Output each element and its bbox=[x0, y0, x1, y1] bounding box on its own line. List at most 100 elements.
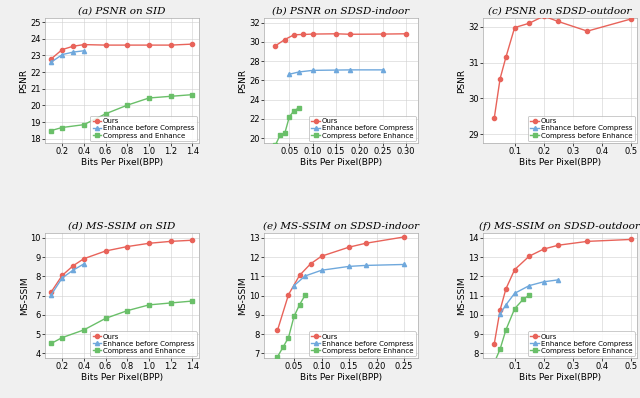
Line: Ours: Ours bbox=[49, 42, 195, 61]
Ours bbox=[47, 57, 55, 61]
Enhance before Compress bbox=[47, 60, 55, 64]
Enhance before Compress bbox=[511, 220, 518, 225]
Compress and Enhance bbox=[189, 298, 196, 303]
Enhance before Compress bbox=[80, 261, 88, 266]
Ours bbox=[379, 32, 387, 37]
Line: Enhance before Compress: Enhance before Compress bbox=[49, 49, 86, 64]
Compress before Enhance bbox=[525, 259, 533, 264]
Line: Compress before Enhance: Compress before Enhance bbox=[492, 293, 531, 365]
Ours bbox=[145, 43, 153, 47]
Line: Enhance before Compress: Enhance before Compress bbox=[292, 262, 406, 288]
X-axis label: Bits Per Pixel(BPP): Bits Per Pixel(BPP) bbox=[81, 373, 163, 382]
Line: Ours: Ours bbox=[275, 235, 406, 332]
Ours bbox=[403, 31, 410, 36]
Compress before Enhance bbox=[296, 302, 303, 307]
Ours bbox=[540, 14, 548, 19]
Line: Compress and Enhance: Compress and Enhance bbox=[49, 299, 195, 345]
Ours bbox=[540, 247, 548, 252]
Title: (d) MS-SSIM on SID: (d) MS-SSIM on SID bbox=[68, 222, 175, 231]
Ours bbox=[490, 115, 498, 120]
Ours bbox=[554, 243, 562, 248]
Line: Compress before Enhance: Compress before Enhance bbox=[273, 106, 301, 147]
Y-axis label: PSNR: PSNR bbox=[458, 68, 467, 92]
Line: Ours: Ours bbox=[273, 32, 408, 48]
Compress before Enhance bbox=[271, 142, 279, 147]
Enhance before Compress bbox=[69, 50, 77, 55]
Enhance before Compress bbox=[525, 219, 533, 223]
Legend: Ours, Enhance before Compress, Compress before Enhance: Ours, Enhance before Compress, Compress … bbox=[528, 116, 635, 141]
Ours bbox=[58, 273, 66, 278]
Ours bbox=[58, 47, 66, 52]
Compress before Enhance bbox=[274, 355, 282, 359]
Enhance before Compress bbox=[346, 68, 354, 72]
Compress before Enhance bbox=[502, 274, 509, 279]
Compress and Enhance bbox=[102, 316, 109, 321]
Ours bbox=[490, 341, 498, 346]
Compress and Enhance bbox=[80, 122, 88, 127]
Enhance before Compress bbox=[400, 262, 408, 267]
Compress and Enhance bbox=[124, 103, 131, 107]
Enhance before Compress bbox=[502, 302, 509, 307]
Ours bbox=[525, 254, 533, 259]
Ours bbox=[362, 241, 369, 246]
Ours bbox=[511, 267, 518, 272]
Compress before Enhance bbox=[281, 131, 289, 136]
Legend: Ours, Enhance before Compress, Compress before Enhance: Ours, Enhance before Compress, Compress … bbox=[309, 116, 416, 141]
Ours bbox=[47, 289, 55, 294]
Compress before Enhance bbox=[285, 114, 293, 119]
Enhance before Compress bbox=[502, 225, 509, 230]
Compress before Enhance bbox=[502, 328, 509, 332]
Enhance before Compress bbox=[285, 72, 293, 76]
Enhance before Compress bbox=[317, 268, 325, 273]
Legend: Ours, Enhance before Compress, Compress and Enhance: Ours, Enhance before Compress, Compress … bbox=[90, 116, 197, 141]
Line: Compress before Enhance: Compress before Enhance bbox=[492, 260, 531, 297]
Ours bbox=[307, 261, 314, 266]
Compress before Enhance bbox=[301, 293, 309, 298]
Ours bbox=[502, 55, 509, 60]
Ours bbox=[291, 32, 298, 37]
Enhance before Compress bbox=[511, 291, 518, 296]
Ours bbox=[300, 32, 307, 37]
Compress and Enhance bbox=[58, 335, 66, 340]
Ours bbox=[511, 25, 518, 30]
Line: Ours: Ours bbox=[492, 14, 633, 120]
Ours bbox=[317, 254, 325, 259]
Compress and Enhance bbox=[189, 92, 196, 97]
Compress before Enhance bbox=[295, 105, 303, 110]
Ours bbox=[525, 21, 533, 25]
X-axis label: Bits Per Pixel(BPP): Bits Per Pixel(BPP) bbox=[300, 158, 382, 167]
Line: Enhance before Compress: Enhance before Compress bbox=[287, 68, 385, 76]
Compress before Enhance bbox=[285, 335, 292, 340]
X-axis label: Bits Per Pixel(BPP): Bits Per Pixel(BPP) bbox=[300, 373, 382, 382]
Ours bbox=[400, 234, 408, 239]
Line: Compress before Enhance: Compress before Enhance bbox=[275, 293, 307, 359]
Ours bbox=[69, 263, 77, 268]
Compress before Enhance bbox=[511, 263, 518, 268]
Enhance before Compress bbox=[295, 70, 303, 74]
Compress before Enhance bbox=[496, 285, 504, 289]
Enhance before Compress bbox=[496, 234, 504, 238]
Ours bbox=[102, 43, 109, 47]
Compress and Enhance bbox=[58, 125, 66, 130]
Enhance before Compress bbox=[540, 218, 548, 223]
Compress and Enhance bbox=[167, 300, 175, 305]
Enhance before Compress bbox=[525, 283, 533, 288]
Enhance before Compress bbox=[80, 49, 88, 53]
X-axis label: Bits Per Pixel(BPP): Bits Per Pixel(BPP) bbox=[518, 373, 601, 382]
Compress before Enhance bbox=[291, 108, 298, 113]
Ours bbox=[285, 292, 292, 297]
Compress before Enhance bbox=[490, 360, 498, 365]
Compress and Enhance bbox=[124, 308, 131, 313]
Line: Enhance before Compress: Enhance before Compress bbox=[498, 278, 561, 316]
Enhance before Compress bbox=[554, 217, 562, 222]
Compress and Enhance bbox=[80, 328, 88, 332]
Title: (b) PSNR on SDSD-indoor: (b) PSNR on SDSD-indoor bbox=[272, 7, 410, 16]
Enhance before Compress bbox=[58, 275, 66, 280]
X-axis label: Bits Per Pixel(BPP): Bits Per Pixel(BPP) bbox=[518, 158, 601, 167]
Enhance before Compress bbox=[69, 268, 77, 273]
Enhance before Compress bbox=[58, 52, 66, 57]
Compress and Enhance bbox=[167, 94, 175, 99]
Compress and Enhance bbox=[145, 96, 153, 100]
Line: Enhance before Compress: Enhance before Compress bbox=[49, 262, 86, 297]
Ours bbox=[627, 17, 635, 21]
